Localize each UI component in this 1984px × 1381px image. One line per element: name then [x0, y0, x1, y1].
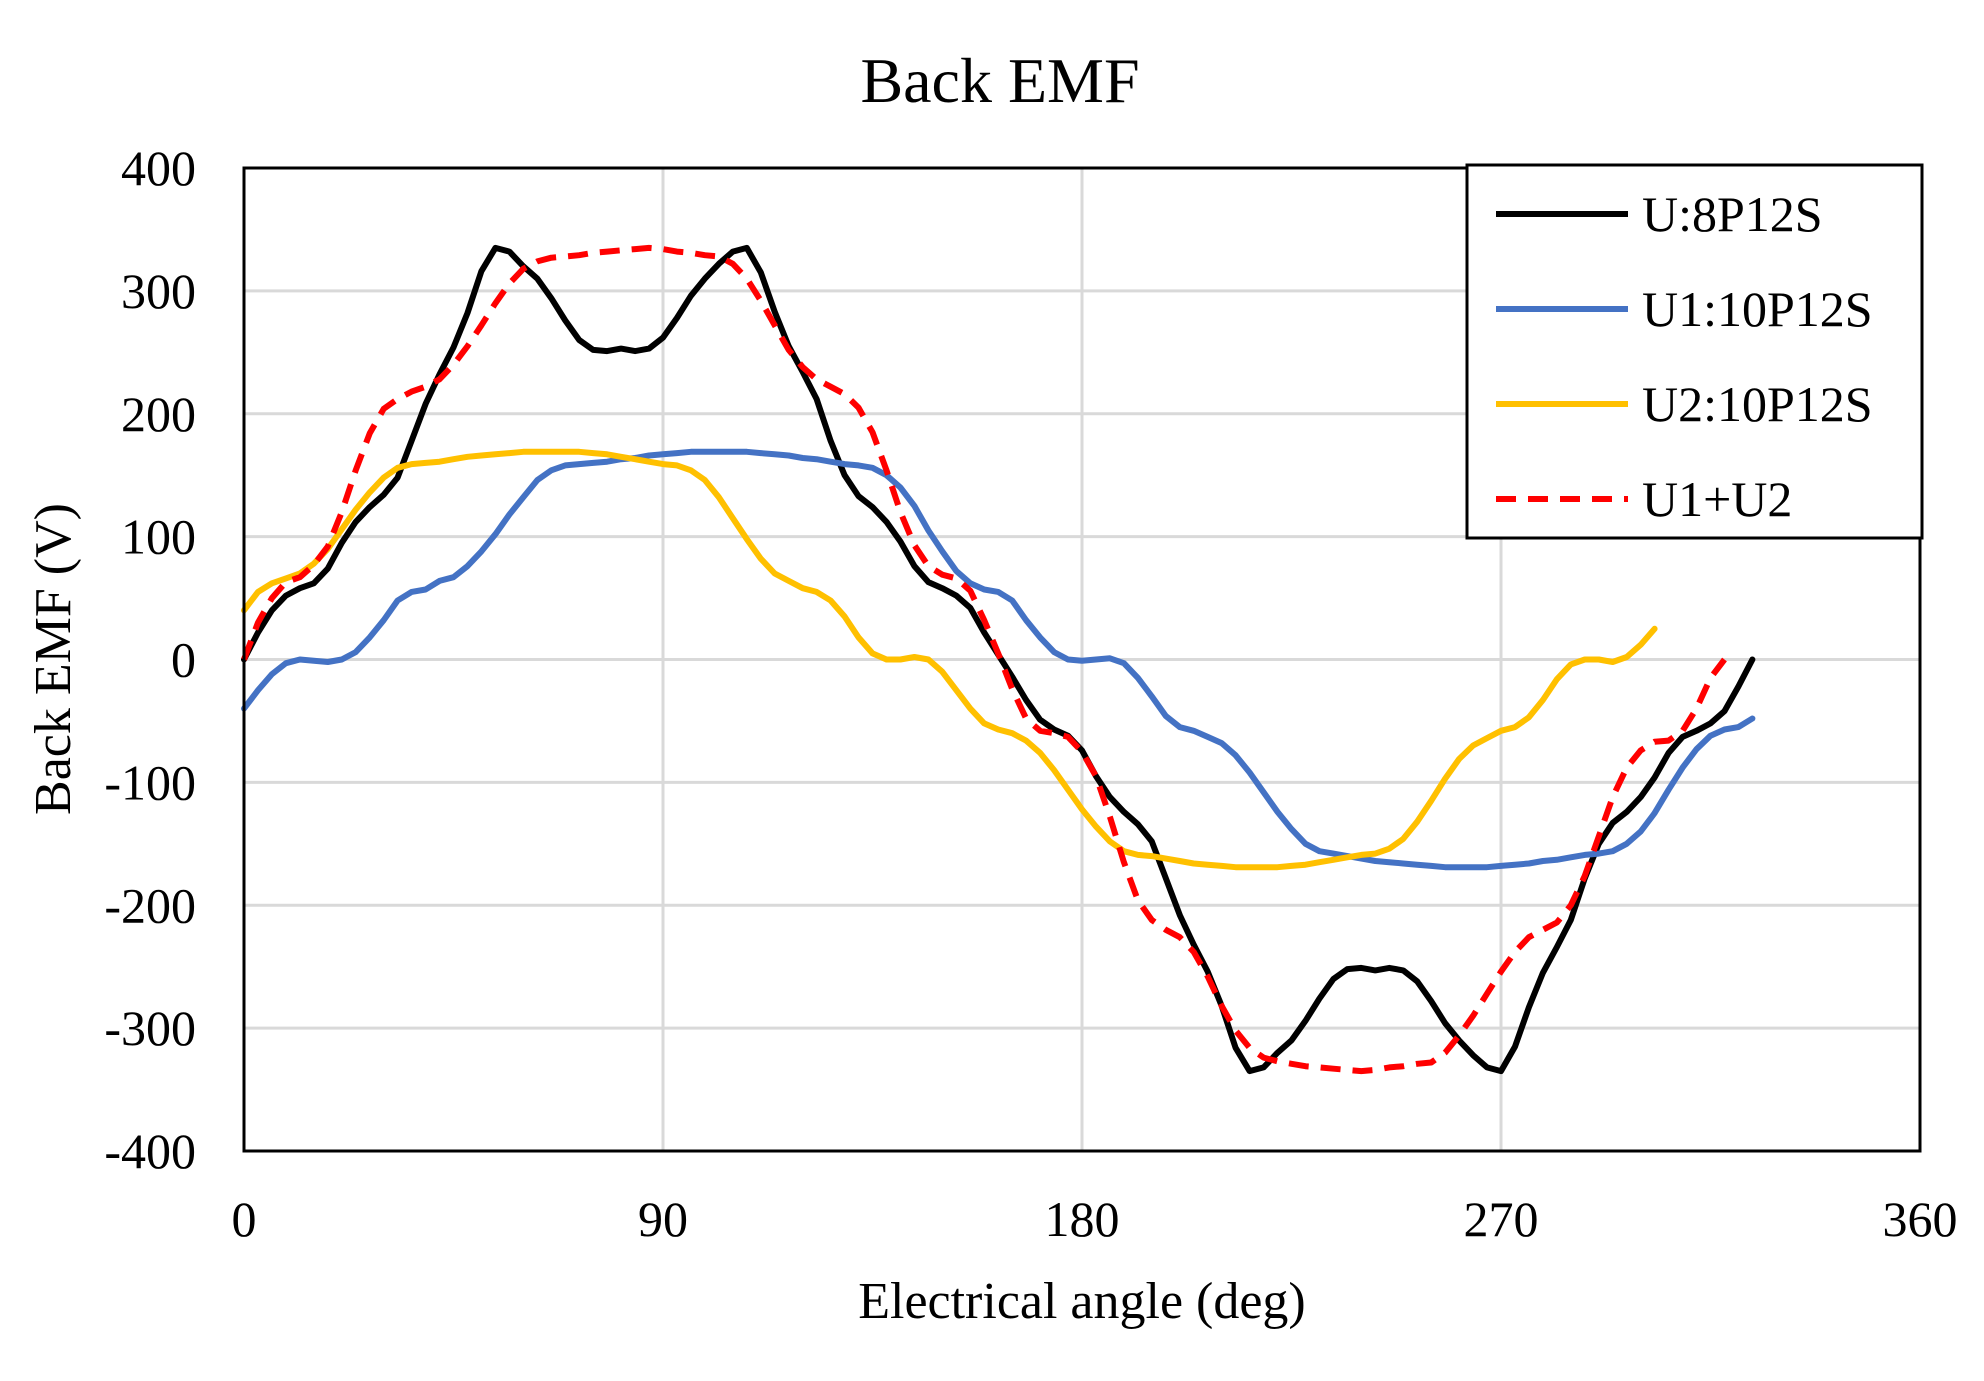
legend-item: U1:10P12S	[1496, 281, 1873, 337]
y-tick-label: -400	[104, 1123, 196, 1179]
y-tick-label: 0	[171, 632, 196, 688]
y-tick-label: 200	[121, 386, 196, 442]
legend-label: U2:10P12S	[1642, 376, 1873, 432]
series-lines	[241, 244, 1756, 1075]
y-tick-label: 100	[121, 509, 196, 565]
series-line-1	[241, 448, 1756, 871]
y-tick-label: 400	[121, 140, 196, 196]
series-line-2	[241, 448, 1658, 871]
legend-label: U1+U2	[1642, 471, 1792, 527]
y-tick-label: -200	[104, 877, 196, 933]
y-tick-label: -100	[104, 754, 196, 810]
legend-label: U1:10P12S	[1642, 281, 1873, 337]
legend-box	[1465, 163, 1924, 540]
x-axis-label: Electrical angle (deg)	[858, 1273, 1306, 1330]
y-axis-label: Back EMF (V)	[25, 503, 82, 815]
y-tick-label: 300	[121, 263, 196, 319]
x-tick-label: 90	[638, 1191, 688, 1247]
chart-title: Back EMF	[860, 45, 1139, 116]
x-tick-label: 360	[1883, 1191, 1958, 1247]
legend: U:8P12S U1:10P12S U2:10P12S U1+U2	[1465, 163, 1924, 540]
legend-items: U:8P12S U1:10P12S U2:10P12S U1+U2	[1496, 186, 1873, 527]
y-tick-label: -300	[104, 1000, 196, 1056]
legend-label: U:8P12S	[1642, 186, 1823, 242]
x-tick-label: 0	[232, 1191, 257, 1247]
y-axis-ticks: 400 300 200 100 0 -100 -200 -300 -400	[104, 140, 196, 1179]
x-tick-label: 270	[1464, 1191, 1539, 1247]
series-line-3	[241, 244, 1727, 1075]
legend-item: U:8P12S	[1496, 186, 1823, 242]
x-tick-label: 180	[1045, 1191, 1120, 1247]
legend-item: U2:10P12S	[1496, 376, 1873, 432]
plot-area-border	[242, 166, 1922, 1153]
legend-item: U1+U2	[1496, 471, 1792, 527]
x-axis-ticks: 0 90 180 270 360	[232, 1191, 1958, 1247]
